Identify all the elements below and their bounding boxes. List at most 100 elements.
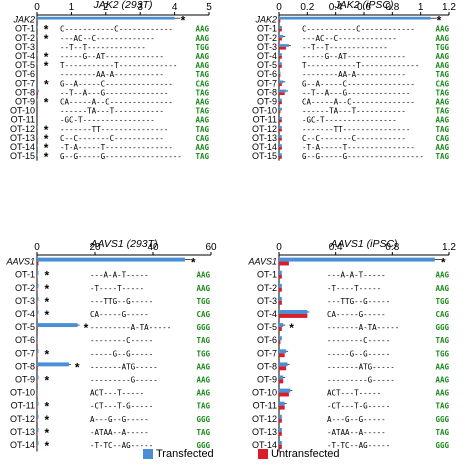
p2-pam-4: AAG [435, 52, 449, 61]
p2-bar-transfected-2 [279, 35, 284, 38]
p1-pam-9: AAG [195, 97, 209, 106]
p1-sequence-3: --T--T------------- [60, 43, 146, 52]
p3-significance-star-14: * [44, 439, 49, 453]
p4-sequence-13: -ATAA--A----- [327, 428, 386, 437]
p1-sequence-14: -T-A-----T--------------- [60, 143, 173, 152]
legend-swatch-transfected [143, 449, 153, 459]
p1-significance-star-12: * [44, 123, 49, 137]
p3-sequence-1: ---A-A-T----- [90, 271, 149, 280]
p4-pam-5: GGG [435, 323, 449, 332]
p1-significance-star-5: * [44, 59, 49, 73]
p1-sequence-5: T-----------T------------- [60, 61, 177, 70]
p2-sequence-7: G--A-----C--------------- [302, 79, 415, 88]
p3-bar-untransfected-1 [37, 274, 38, 279]
p1-category-label-11: OT-11 [11, 115, 35, 125]
p4-category-label-4: OT-4 [257, 309, 277, 319]
p2-bar-transfected-6 [279, 71, 281, 75]
p1-tick-label-1: 1 [69, 2, 75, 13]
p1-category-label-5: OT-5 [15, 60, 35, 70]
p4-bar-transfected-4 [279, 310, 308, 314]
p4-sequence-11: -CT---T-G----- [327, 402, 390, 411]
p2-category-label-2: OT-2 [257, 33, 277, 43]
p2-bar-untransfected-0 [279, 19, 281, 23]
p2-bar-untransfected-4 [279, 55, 282, 59]
p4-category-label-13: OT-13 [252, 427, 277, 437]
p2-bar-transfected-12 [279, 126, 282, 129]
p2-bar-untransfected-9 [279, 101, 282, 105]
p4-category-label-3: OT-3 [257, 296, 277, 306]
p2-category-label-11: OT-11 [253, 115, 277, 125]
p4-bar-transfected-0 [279, 257, 435, 262]
p1-category-label-12: OT-12 [10, 124, 35, 134]
p1-significance-star-1: * [44, 23, 49, 37]
p1-category-label-14: OT-14 [10, 142, 35, 152]
p4-sequence-5: -------A-TA----- [327, 323, 399, 332]
p3-sequence-6: --------C----- [90, 336, 153, 345]
p4-title: AAVS1 (iPSC) [329, 238, 397, 250]
p4-bar-transfected-10 [279, 388, 291, 393]
p4-category-label-6: OT-6 [257, 335, 277, 345]
p3-sequence-2: -T----T----- [90, 284, 144, 293]
p4-category-label-8: OT-8 [257, 361, 277, 371]
p4-bar-untransfected-11 [279, 405, 285, 410]
p2-sequence-15: G--G-----G----------------- [302, 152, 424, 161]
p1-bar-transfected-8 [37, 89, 39, 93]
p2-pam-10: TAG [435, 107, 449, 116]
p3-category-label-8: OT-8 [15, 361, 35, 371]
p3-sequence-13: -ATAA--A----- [90, 428, 149, 437]
p1-sequence-13: C--C-------C----------- [60, 134, 164, 143]
p3-pam-8: AAG [196, 362, 210, 371]
p2-bar-untransfected-2 [279, 37, 282, 41]
p1-pam-3: TGG [195, 43, 209, 52]
p2-sequence-3: --T--T------------- [302, 43, 388, 52]
p1-sequence-7: G--A-----C--------------- [60, 79, 173, 88]
p1-tick-label-2: 2 [103, 2, 109, 13]
p1-significance-star-4: * [44, 50, 49, 64]
p2-bar-transfected-3 [279, 44, 289, 47]
p1-significance-star-14: * [44, 141, 49, 155]
p3-bar-untransfected-7 [37, 353, 38, 358]
p3-bar-untransfected-9 [37, 379, 38, 384]
p1-tick-label-0: 0 [34, 2, 40, 13]
p3-significance-star-13: * [44, 426, 49, 440]
p1-pam-1: AAG [195, 25, 209, 34]
p1-pam-12: TAG [195, 125, 209, 134]
p3-bar-untransfected-12 [37, 418, 38, 423]
p2-bar-untransfected-8 [279, 92, 285, 96]
p3-bar-transfected-8 [37, 362, 69, 367]
p4-sequence-4: CA-----G----- [327, 310, 386, 319]
p3-bar-untransfected-10 [37, 392, 38, 397]
p1-sequence-4: -----G--AT------------- [60, 52, 164, 61]
p2-pam-15: TAG [435, 152, 449, 161]
legend-label-untransfected: Untransfected [271, 448, 340, 460]
p1-pam-4: AAG [195, 52, 209, 61]
p3-pam-1: AAG [196, 271, 210, 280]
p3-sequence-3: ---TTG--G----- [90, 297, 153, 306]
p1-category-label-15: OT-15 [10, 151, 35, 161]
p4-sequence-10: ACT---T----- [327, 389, 381, 398]
p3-category-label-1: OT-1 [15, 270, 35, 280]
p4-bar-untransfected-3 [279, 300, 282, 305]
p1-category-label-6: OT-6 [15, 69, 35, 79]
p4-bar-transfected-7 [279, 349, 287, 354]
p1-bar-transfected-13 [37, 135, 38, 138]
p4-bar-untransfected-12 [279, 418, 282, 423]
p3-category-label-5: OT-5 [15, 322, 35, 332]
p3-category-label-13: OT-13 [10, 427, 35, 437]
p1-bar-untransfected-8 [37, 92, 39, 96]
p1-category-label-4: OT-4 [15, 51, 35, 61]
p1-significance-star-9: * [44, 95, 49, 109]
p2-bar-untransfected-3 [279, 46, 287, 50]
p4-pam-10: AAG [435, 389, 449, 398]
p4-bar-untransfected-7 [279, 353, 285, 358]
p2-sequence-12: -------TT--------------- [302, 125, 410, 134]
p2-tick-label-2: 0.4 [329, 2, 343, 13]
p1-category-label-7: OT-7 [15, 78, 35, 88]
p1-tick-label-3: 3 [137, 2, 143, 13]
p4-category-label-14: OT-14 [252, 440, 277, 450]
p4-category-label-2: OT-2 [257, 283, 277, 293]
p3-category-label-14: OT-14 [10, 440, 35, 450]
p4-pam-11: TAG [435, 402, 449, 411]
p4-sequence-1: ---A-A-T----- [327, 271, 386, 280]
p1-pam-11: AAG [195, 116, 209, 125]
